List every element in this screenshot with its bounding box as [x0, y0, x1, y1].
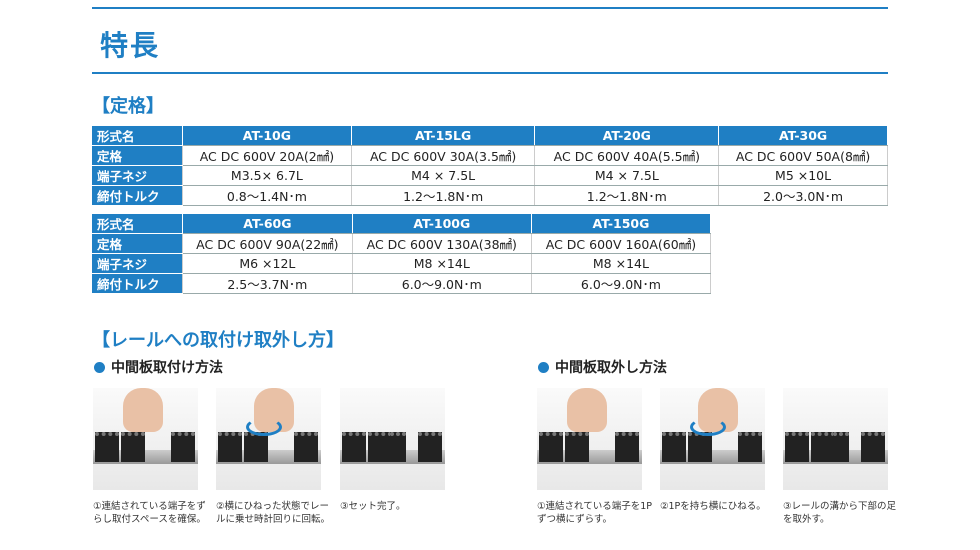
bullet-icon — [94, 361, 105, 373]
terminal-block — [861, 432, 885, 462]
mount-heading: 中間板取付け方法 — [94, 357, 223, 377]
step-photo — [216, 388, 321, 490]
step-caption: ②1Pを持ち横にひねる。 — [660, 501, 766, 512]
top-rule — [92, 7, 888, 9]
mount-heading-text: 中間板取付け方法 — [111, 360, 223, 376]
terminal-block — [368, 432, 392, 462]
step-caption: ①連結されている端子をずらし取付スペースを確保。 — [93, 501, 206, 525]
rotate-arrow-icon — [246, 418, 282, 436]
table-row: 定格 AC DC 600V 20A(2㎟) AC DC 600V 30A(3.5㎟)… — [92, 145, 888, 166]
step-photo — [93, 388, 198, 490]
spec-heading: 【定格】 — [92, 96, 164, 117]
table-cell: AC DC 600V 130A(38㎟) — [352, 233, 532, 254]
terminal-block — [833, 432, 849, 462]
step-photo — [660, 388, 765, 490]
terminal-block — [121, 432, 145, 462]
hand — [123, 388, 163, 432]
table-cell: M5 ×10L — [718, 165, 888, 186]
step-caption: ③レールの溝から下部の足を取外す。 — [783, 501, 897, 525]
row-label: 形式名 — [92, 214, 183, 234]
row-label: 端子ネジ — [92, 253, 183, 274]
table-cell: M8 ×14L — [352, 253, 532, 274]
table-cell: AT-100G — [352, 214, 532, 234]
table-row: 定格 AC DC 600V 90A(22㎟) AC DC 600V 130A(38㎟… — [92, 233, 712, 254]
table-row: 締付トルク 2.5～3.7N･m 6.0～9.0N･m 6.0～9.0N･m — [92, 273, 712, 294]
rail-heading: 【レールへの取付け取外し方】 — [92, 330, 344, 351]
table-cell: AC DC 600V 30A(3.5㎟) — [351, 145, 536, 166]
table-cell: AT-150G — [531, 214, 712, 234]
terminal-block — [539, 432, 563, 462]
table-cell: 1.2～1.8N･m — [534, 185, 720, 206]
table-cell: AT-30G — [718, 126, 888, 146]
table-cell: M3.5× 6.7L — [182, 165, 352, 186]
remove-heading-text: 中間板取外し方法 — [555, 360, 667, 376]
terminal-block — [565, 432, 589, 462]
step-photo — [783, 388, 888, 490]
table-cell: AC DC 600V 20A(2㎟) — [182, 145, 352, 166]
table-cell: 6.0～9.0N･m — [531, 273, 712, 294]
row-label: 締付トルク — [92, 185, 183, 206]
hand — [567, 388, 607, 432]
terminal-block — [342, 432, 366, 462]
step-caption: ③セット完了。 — [340, 501, 406, 512]
row-label: 形式名 — [92, 126, 183, 146]
terminal-block — [615, 432, 639, 462]
terminal-block — [688, 432, 712, 462]
table-cell: M4 × 7.5L — [534, 165, 720, 186]
table-row: 形式名 AT-60G AT-100G AT-150G — [92, 214, 712, 234]
table-cell: AT-10G — [182, 126, 352, 146]
terminal-block — [244, 432, 268, 462]
spec-table-2: 形式名 AT-60G AT-100G AT-150G 定格 AC DC 600V 90A(… — [92, 214, 712, 294]
table-cell: 0.8～1.4N･m — [182, 185, 352, 206]
bullet-icon — [538, 361, 549, 373]
terminal-block — [294, 432, 318, 462]
row-label: 端子ネジ — [92, 165, 183, 186]
table-row: 形式名 AT-10G AT-15LG AT-20G AT-30G — [92, 126, 888, 146]
step-caption: ①連結されている端子を1Pずつ横にずらす。 — [537, 501, 653, 525]
table-cell: 2.5～3.7N･m — [182, 273, 353, 294]
terminal-block — [418, 432, 442, 462]
remove-heading: 中間板取外し方法 — [538, 357, 667, 377]
terminal-block — [95, 432, 119, 462]
rotate-arrow-icon — [690, 418, 726, 436]
table-cell: 6.0～9.0N･m — [352, 273, 532, 294]
table-cell: AC DC 600V 40A(5.5㎟) — [534, 145, 720, 166]
row-label: 定格 — [92, 233, 183, 254]
table-cell: AC DC 600V 90A(22㎟) — [182, 233, 353, 254]
table-row: 端子ネジ M6 ×12L M8 ×14L M8 ×14L — [92, 253, 712, 274]
table-cell: M6 ×12L — [182, 253, 353, 274]
row-label: 締付トルク — [92, 273, 183, 294]
spec-table-1: 形式名 AT-10G AT-15LG AT-20G AT-30G 定格 AC DC 600V… — [92, 126, 888, 206]
title-rule — [92, 72, 888, 74]
table-row: 端子ネジ M3.5× 6.7L M4 × 7.5L M4 × 7.5L M5 ×10L — [92, 165, 888, 186]
table-cell: AC DC 600V 50A(8㎟) — [718, 145, 888, 166]
terminal-block — [738, 432, 762, 462]
table-cell: M8 ×14L — [531, 253, 712, 274]
terminal-block — [390, 432, 406, 462]
terminal-block — [811, 432, 835, 462]
table-cell: AC DC 600V 160A(60㎟) — [531, 233, 712, 254]
table-cell: AT-15LG — [351, 126, 536, 146]
page-title: 特長 — [100, 29, 161, 62]
row-label: 定格 — [92, 145, 183, 166]
step-photo — [537, 388, 642, 490]
table-cell: 1.2～1.8N･m — [351, 185, 536, 206]
terminal-block — [218, 432, 242, 462]
table-cell: M4 × 7.5L — [351, 165, 536, 186]
terminal-block — [785, 432, 809, 462]
terminal-block — [171, 432, 195, 462]
table-row: 締付トルク 0.8～1.4N･m 1.2～1.8N･m 1.2～1.8N･m 2.0～3… — [92, 185, 888, 206]
table-cell: AT-60G — [182, 214, 353, 234]
step-photo — [340, 388, 445, 490]
table-cell: AT-20G — [534, 126, 720, 146]
step-caption: ②横にひねった状態でレールに乗せ時計回りに回転。 — [216, 501, 331, 525]
table-cell: 2.0～3.0N･m — [718, 185, 888, 206]
terminal-block — [662, 432, 686, 462]
